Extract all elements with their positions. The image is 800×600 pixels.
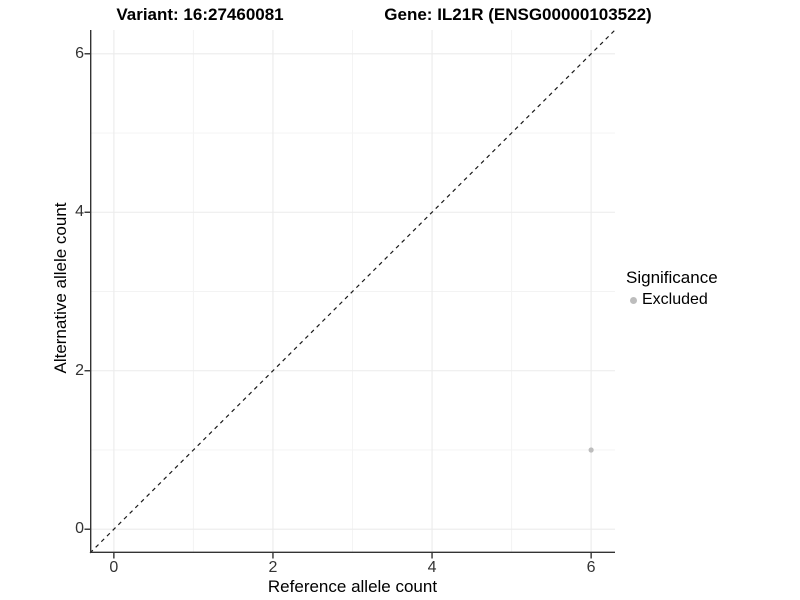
y-tick-label: 6 <box>75 44 84 62</box>
x-axis-title: Reference allele count <box>267 577 438 596</box>
legend-point-icon <box>630 296 637 304</box>
x-tick-label: 2 <box>268 559 278 576</box>
data-point <box>588 447 594 453</box>
legend: Significance Excluded <box>626 268 718 309</box>
legend-item-excluded: Excluded <box>626 291 718 309</box>
plot-title-variant: Variant: 16:27460081 <box>116 5 284 24</box>
x-tick-label: 6 <box>586 559 596 576</box>
plot-canvas <box>84 29 616 559</box>
y-axis-title: Alternative allele count <box>51 202 70 374</box>
y-tick-label: 0 <box>75 520 84 538</box>
legend-title: Significance <box>626 268 718 287</box>
identity-line <box>89 29 616 554</box>
x-tick-label: 0 <box>109 559 119 576</box>
legend-item-label: Excluded <box>642 291 708 308</box>
plot-title-gene: Gene: IL21R (ENSG00000103522) <box>384 5 652 24</box>
x-tick-label: 4 <box>427 559 437 576</box>
plot-panel <box>84 29 616 559</box>
